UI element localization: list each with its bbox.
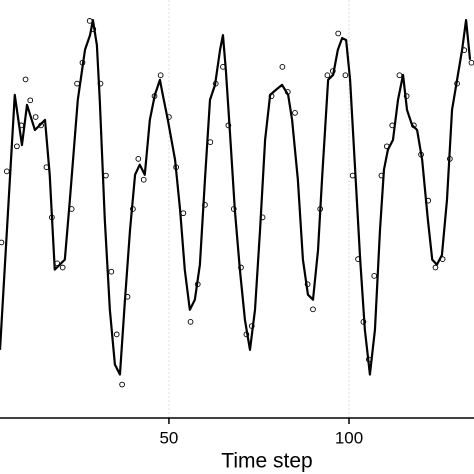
point: [22, 76, 29, 83]
point: [187, 319, 194, 325]
point: [454, 80, 460, 87]
point: [180, 210, 187, 217]
point: [225, 122, 232, 129]
point: [59, 264, 66, 271]
point: [119, 381, 125, 388]
point: [396, 72, 403, 79]
point: [468, 59, 474, 66]
x-tick-label: 50: [159, 428, 178, 447]
point: [248, 323, 255, 329]
point: [14, 143, 20, 150]
point: [103, 172, 109, 179]
point: [403, 93, 410, 99]
point: [49, 214, 55, 221]
point: [54, 260, 61, 267]
point: [461, 47, 468, 54]
point: [292, 110, 298, 116]
point: [18, 122, 25, 129]
point: [304, 281, 311, 288]
point: [43, 164, 50, 171]
point: [0, 239, 5, 246]
point: [355, 256, 361, 263]
point: [342, 72, 349, 79]
point: [317, 206, 324, 212]
point: [68, 206, 75, 212]
point: [268, 93, 275, 99]
point: [79, 59, 86, 66]
point: [238, 264, 244, 271]
point: [335, 30, 342, 37]
point: [279, 64, 286, 70]
point: [113, 331, 120, 338]
point: [202, 201, 208, 208]
point: [439, 256, 446, 263]
point: [425, 197, 432, 204]
x-tick-label: 100: [335, 428, 363, 447]
point: [349, 172, 356, 179]
point: [135, 155, 142, 162]
x-axis-title: Time step: [221, 450, 312, 473]
point: [310, 306, 316, 313]
point: [365, 356, 372, 363]
point: [97, 80, 104, 87]
point: [90, 26, 97, 33]
point: [108, 268, 115, 275]
point: [284, 89, 291, 95]
point: [3, 168, 10, 175]
point: [447, 155, 453, 162]
line: [0, 18, 472, 376]
point: [27, 97, 34, 104]
point: [383, 143, 390, 150]
point: [140, 176, 147, 183]
point: [173, 164, 179, 171]
point: [243, 331, 250, 338]
point: [38, 122, 44, 129]
point: [157, 72, 164, 79]
point: [130, 206, 136, 212]
point: [194, 281, 201, 288]
point: [74, 80, 80, 87]
point: [32, 114, 39, 120]
point: [230, 206, 237, 212]
point: [371, 273, 378, 279]
point: [124, 293, 131, 300]
point: [207, 139, 214, 145]
point: [166, 114, 172, 120]
point: [151, 93, 158, 99]
point: [329, 68, 336, 74]
point: [418, 151, 424, 158]
point: [212, 80, 219, 87]
point: [389, 122, 396, 129]
point: [432, 264, 439, 271]
point: [220, 64, 226, 70]
point: [86, 18, 93, 24]
point: [378, 172, 385, 179]
point: [360, 319, 367, 325]
point: [324, 72, 331, 79]
point: [259, 214, 266, 221]
point: [410, 122, 417, 129]
